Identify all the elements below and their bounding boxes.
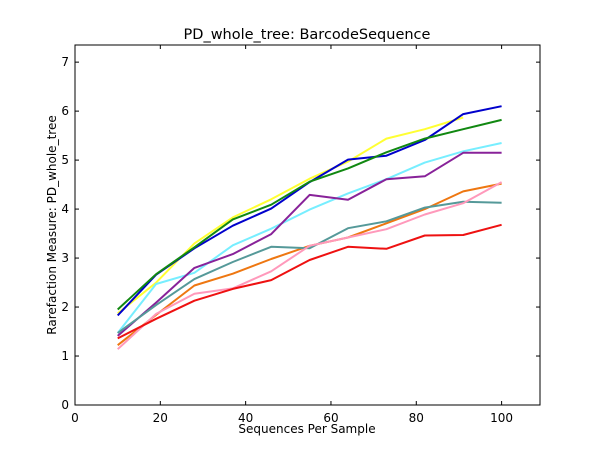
x-tick-label: 80	[409, 411, 424, 425]
series-line-8	[117, 181, 503, 350]
series-layer	[116, 105, 503, 350]
y-axis-label: Rarefaction Measure: PD_whole_tree	[45, 115, 59, 334]
x-tick-label: 40	[238, 411, 253, 425]
y-tick-label: 7	[61, 55, 69, 69]
x-tick-label: 20	[153, 411, 168, 425]
y-tick-label: 4	[61, 202, 69, 216]
y-tick-label: 5	[61, 153, 69, 167]
y-tick-label: 2	[61, 300, 69, 314]
series-line-3	[117, 118, 502, 311]
y-tick-label: 3	[61, 251, 69, 265]
tick-layer: 0 20 40 60 80 100 0 1 2 3 4 5 6 7	[61, 45, 540, 425]
series-line-4	[116, 142, 502, 334]
y-tick-label: 0	[61, 398, 69, 412]
chart-title: PD_whole_tree: BarcodeSequence	[184, 27, 431, 43]
x-tick-label: 100	[490, 411, 513, 425]
plot-frame	[74, 44, 541, 406]
y-tick-label: 1	[61, 349, 69, 363]
x-axis-label: Sequences Per Sample	[238, 422, 375, 436]
x-tick-label: 60	[323, 411, 338, 425]
x-tick-label: 0	[71, 411, 79, 425]
series-line-9	[117, 223, 502, 340]
series-line-7	[117, 200, 502, 334]
series-line-1	[117, 116, 464, 315]
series-line-5	[117, 151, 502, 337]
y-tick-label: 6	[61, 104, 69, 118]
